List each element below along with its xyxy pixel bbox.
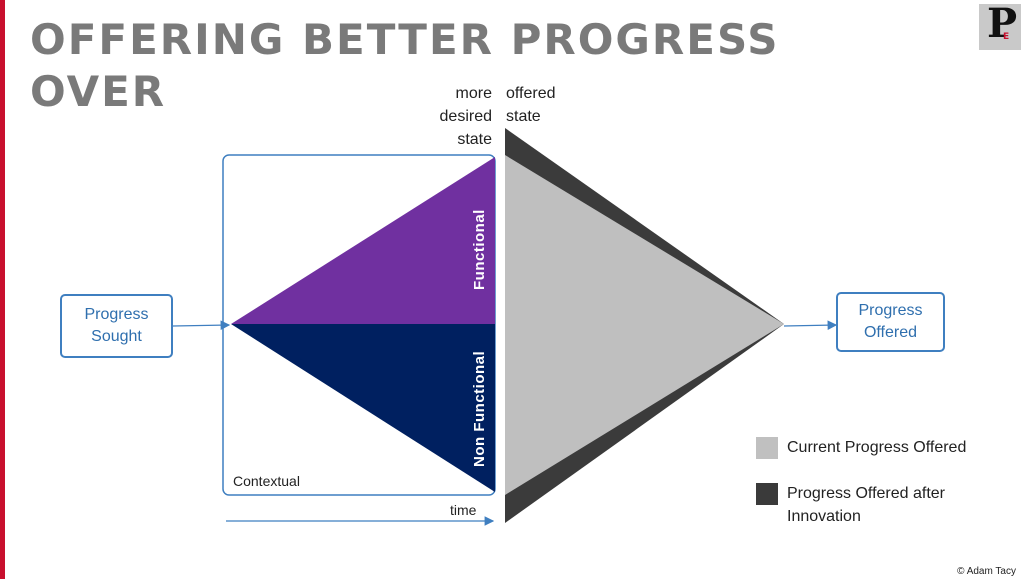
offered-state-label: offered state (506, 82, 596, 128)
progress-sought-line-2: Sought (91, 328, 142, 345)
non-functional-label: Non Functional (471, 351, 488, 467)
progress-offered-line-2: Offered (863, 324, 918, 341)
progress-sought-line-1: Progress (84, 306, 149, 323)
progress-offered-box: Progress Offered (836, 292, 945, 352)
logo-sub: E (1003, 32, 1010, 42)
logo: P E (979, 0, 1021, 50)
functional-label: Functional (471, 209, 488, 290)
offered-arrow (783, 320, 838, 330)
accent-bar (0, 0, 5, 579)
logo-letter: P (987, 0, 1018, 47)
sought-arrow (172, 320, 231, 330)
legend-current-label: Current Progress Offered (787, 439, 967, 456)
offered-state-line-2: state (506, 108, 541, 125)
time-label: time (450, 502, 477, 518)
more-desired-state-line-1: more (455, 85, 492, 102)
more-desired-state-line-3: state (457, 131, 492, 148)
offered-state-line-1: offered (506, 85, 556, 102)
legend-after-swatch (756, 483, 778, 505)
more-desired-state-line-2: desired (439, 108, 492, 125)
non-functional-triangle (231, 324, 495, 492)
more-desired-state-label: more desired state (400, 82, 492, 151)
progress-sought-box: Progress Sought (60, 294, 173, 358)
copyright: © Adam Tacy (957, 566, 1016, 577)
slide-title: OFFERING BETTER PROGRESS OVER (30, 15, 780, 116)
legend-after-label: Progress Offered after Innovation (787, 485, 945, 525)
contextual-label: Contextual (233, 473, 300, 489)
functional-triangle (231, 157, 495, 324)
current-offered-triangle (505, 155, 784, 495)
legend-current-swatch (756, 437, 778, 459)
progress-offered-line-1: Progress (858, 302, 923, 319)
